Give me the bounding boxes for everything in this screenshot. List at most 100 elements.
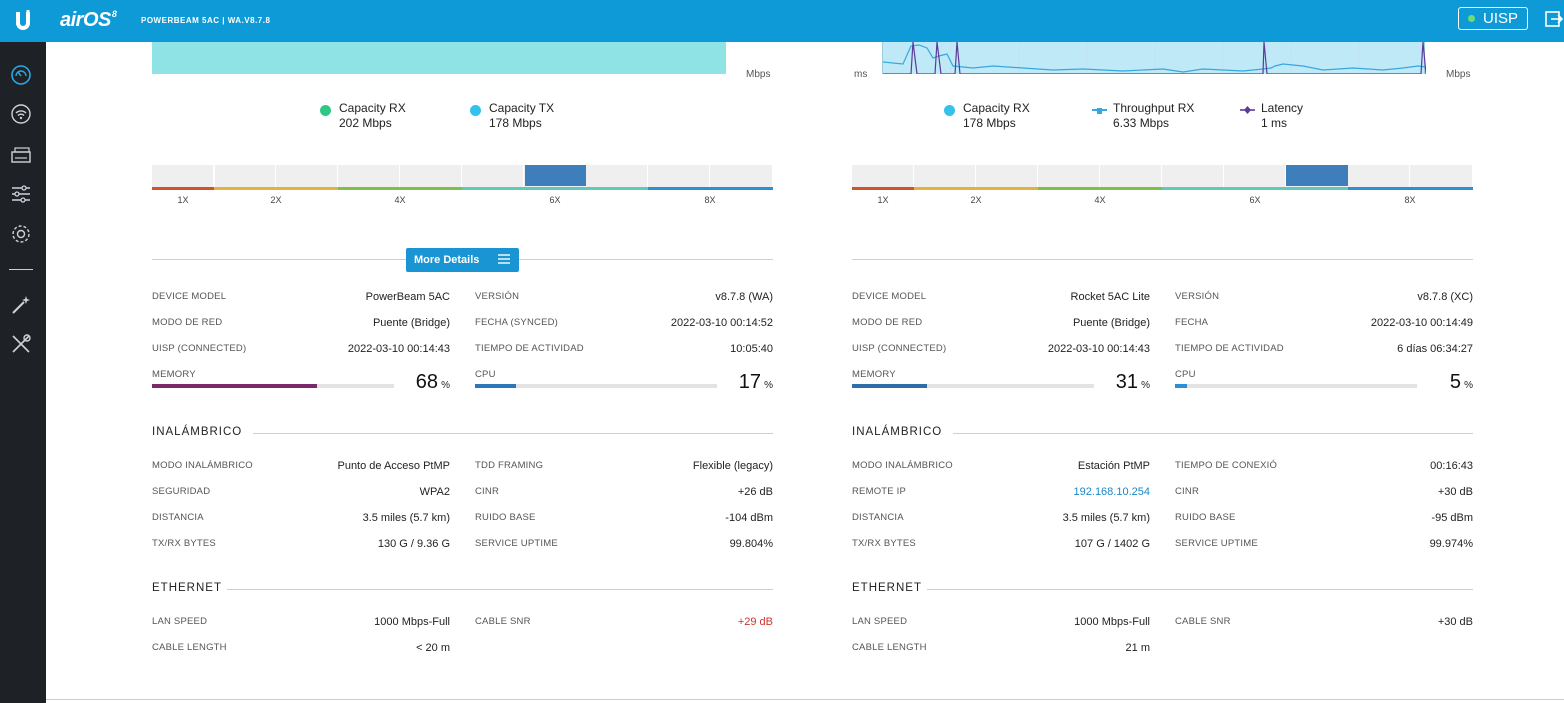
info-value: 6 días 06:34:27 [1397, 343, 1473, 355]
main-content [46, 42, 1564, 703]
dashboard-icon[interactable] [10, 64, 32, 86]
wireless-icon[interactable] [10, 103, 32, 125]
info-row: CABLE SNR +30 dB [1175, 616, 1473, 630]
info-value: v8.7.8 (XC) [1417, 291, 1473, 303]
info-value: Punto de Acceso PtMP [337, 460, 450, 472]
mod-label: 8X [704, 195, 716, 205]
settings-icon[interactable] [10, 223, 32, 245]
info-value: 2022-03-10 00:14:49 [1370, 317, 1473, 329]
section-title-wireless: INALÁMBRICO [152, 426, 243, 438]
info-row: TDD FRAMING Flexible (legacy) [475, 460, 773, 474]
meter-track [1175, 384, 1417, 388]
info-value: 130 G / 9.36 G [377, 538, 450, 550]
info-key: REMOTE IP [852, 486, 907, 497]
info-row: SERVICE UPTIME 99.804% [475, 538, 773, 552]
info-key: CABLE LENGTH [852, 642, 927, 653]
mod-label: 4X [1094, 195, 1106, 205]
more-details-button[interactable]: More Details [406, 248, 519, 272]
meter-unit: % [1141, 380, 1150, 391]
right-chart-lines [883, 42, 1426, 74]
services-icon[interactable] [10, 183, 32, 205]
mod-label: 2X [270, 195, 282, 205]
remote-ip-link[interactable]: 192.168.10.254 [1073, 486, 1150, 498]
info-key: UISP (CONNECTED) [852, 343, 947, 354]
info-row: SEGURIDAD WPA2 [152, 486, 450, 500]
sidebar [0, 42, 46, 703]
info-value: Puente (Bridge) [372, 317, 450, 329]
info-key: TX/RX BYTES [852, 538, 916, 549]
info-value: < 20 m [416, 642, 450, 654]
legend-label: Latency [1261, 101, 1304, 115]
cpu-meter: CPU 5 % [1175, 369, 1473, 399]
info-row: REMOTE IP 192.168.10.254 [852, 486, 1150, 500]
info-key: SERVICE UPTIME [1175, 538, 1258, 549]
mod-label: 2X [970, 195, 982, 205]
memory-meter: MEMORY 68 % [152, 369, 450, 399]
info-key: MODO DE RED [852, 317, 923, 328]
info-row: CINR +30 dB [1175, 486, 1473, 500]
info-row: TIEMPO DE CONEXIÓ 00:16:43 [1175, 460, 1473, 474]
device-info: POWERBEAM 5AC | WA.V8.7.8 [141, 16, 271, 25]
ubiquiti-logo-icon[interactable] [0, 0, 46, 42]
info-key: FECHA [1175, 317, 1209, 328]
info-row: CABLE LENGTH < 20 m [152, 642, 450, 656]
right-chart-unit-right: Mbps [1446, 69, 1471, 80]
left-modulation-bar [152, 165, 773, 190]
info-row: TX/RX BYTES 130 G / 9.36 G [152, 538, 450, 552]
right-chart-unit-left: ms [854, 69, 868, 80]
info-key: LAN SPEED [152, 616, 208, 627]
info-row: TX/RX BYTES 107 G / 1402 G [852, 538, 1150, 552]
info-key: TIEMPO DE CONEXIÓ [1175, 460, 1278, 471]
network-icon[interactable] [10, 143, 32, 165]
tools-icon[interactable] [10, 333, 32, 355]
meter-unit: % [764, 380, 773, 391]
meter-label: CPU [475, 369, 496, 380]
info-row: FECHA (SYNCED) 2022-03-10 00:14:52 [475, 317, 773, 331]
meter-unit: % [1464, 380, 1473, 391]
section-divider [253, 433, 773, 434]
info-row: TIEMPO DE ACTIVIDAD 6 días 06:34:27 [1175, 343, 1473, 357]
meter-label: MEMORY [852, 369, 896, 380]
info-row: CINR +26 dB [475, 486, 773, 500]
info-value: 21 m [1125, 642, 1150, 654]
legend-value: 202 Mbps [339, 116, 392, 130]
info-value: WPA2 [419, 486, 450, 498]
right-modulation-indicator [1286, 165, 1348, 186]
sidebar-divider [9, 269, 33, 270]
info-key: SERVICE UPTIME [475, 538, 558, 549]
info-row: SERVICE UPTIME 99.974% [1175, 538, 1473, 552]
info-value: v8.7.8 (WA) [715, 291, 773, 303]
info-value: 00:16:43 [1430, 460, 1473, 472]
info-key: DISTANCIA [152, 512, 204, 523]
section-title-ethernet: ETHERNET [852, 582, 922, 594]
meter-label: CPU [1175, 369, 1196, 380]
info-row: VERSIÓN v8.7.8 (WA) [475, 291, 773, 305]
app-brand: airOS8 [60, 9, 117, 32]
info-value: 107 G / 1402 G [1074, 538, 1150, 550]
info-value: +30 dB [1437, 616, 1473, 628]
info-key: CABLE LENGTH [152, 642, 227, 653]
legend-label: Capacity RX [339, 101, 406, 115]
info-value: +26 dB [737, 486, 773, 498]
wizard-icon[interactable] [10, 294, 32, 316]
meter-unit: % [441, 380, 450, 391]
uisp-button[interactable]: UISP [1458, 7, 1528, 30]
info-row: MODO INALÁMBRICO Punto de Acceso PtMP [152, 460, 450, 474]
info-row: VERSIÓN v8.7.8 (XC) [1175, 291, 1473, 305]
info-row: MODO DE RED Puente (Bridge) [852, 317, 1150, 331]
mod-label: 1X [877, 195, 889, 205]
info-value: 10:05:40 [730, 343, 773, 355]
info-value: 3.5 miles (5.7 km) [1062, 512, 1150, 524]
list-icon [498, 254, 510, 264]
info-key: VERSIÓN [475, 291, 520, 302]
info-value: 3.5 miles (5.7 km) [362, 512, 450, 524]
memory-meter: MEMORY 31 % [852, 369, 1150, 399]
right-modulation-bar [852, 165, 1473, 190]
logout-icon[interactable] [1545, 10, 1564, 28]
meter-label: MEMORY [152, 369, 196, 380]
section-divider [927, 589, 1473, 590]
info-row: TIEMPO DE ACTIVIDAD 10:05:40 [475, 343, 773, 357]
uisp-label: UISP [1482, 10, 1518, 27]
left-modulation-indicator [525, 165, 586, 186]
cpu-meter: CPU 17 % [475, 369, 773, 399]
